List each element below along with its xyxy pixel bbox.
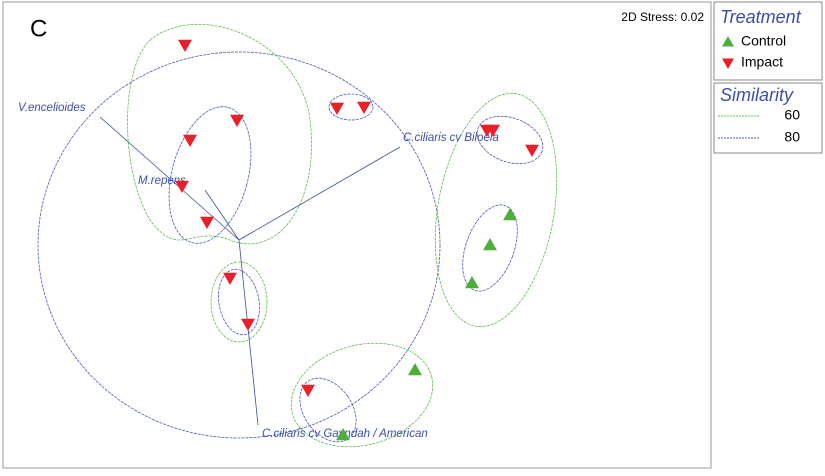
point [200, 216, 214, 229]
contour-80 [462, 204, 518, 292]
vector-label: V.encelioides [18, 102, 86, 114]
point [223, 272, 237, 285]
point [357, 101, 371, 114]
contour-80 [168, 106, 252, 244]
plot-frame [2, 1, 712, 469]
point [330, 102, 344, 115]
vector-line [238, 146, 401, 241]
point [230, 114, 244, 127]
vectors [99, 116, 401, 426]
point [486, 124, 500, 137]
point [525, 144, 539, 157]
vector-line [238, 239, 259, 426]
point [336, 428, 350, 441]
legend-label: 80 [784, 129, 800, 145]
legend-marker [722, 36, 734, 47]
contour-60 [434, 92, 558, 328]
contour-60 [290, 342, 434, 448]
contour-60 [210, 261, 268, 343]
point [301, 384, 315, 397]
contour-80 [218, 268, 260, 336]
legend-title: Similarity [720, 85, 794, 105]
stress-annotation: 2D Stress: 0.02 [621, 10, 704, 24]
point [178, 39, 192, 52]
vector-line [204, 189, 240, 241]
contour-80 [37, 51, 441, 439]
vector-label: C.ciliaris cv Biloela [403, 132, 499, 144]
point [408, 363, 422, 376]
contour-80 [328, 93, 374, 121]
vector-label: M.repens [138, 175, 186, 187]
legend-title: Treatment [720, 7, 802, 27]
legend-label: 60 [784, 107, 800, 123]
point [175, 180, 189, 193]
vector-line [99, 116, 240, 241]
contour-60 [127, 23, 312, 245]
legend-box [713, 82, 823, 154]
point [183, 134, 197, 147]
legend-marker [722, 58, 734, 69]
point [483, 238, 497, 251]
legend-box [713, 1, 823, 81]
contour-80 [476, 115, 544, 165]
legend-label: Impact [741, 54, 783, 70]
point [503, 208, 517, 221]
point [241, 318, 255, 331]
panel-label: C [30, 15, 47, 42]
point [465, 276, 479, 289]
legend-label: Control [741, 33, 786, 49]
